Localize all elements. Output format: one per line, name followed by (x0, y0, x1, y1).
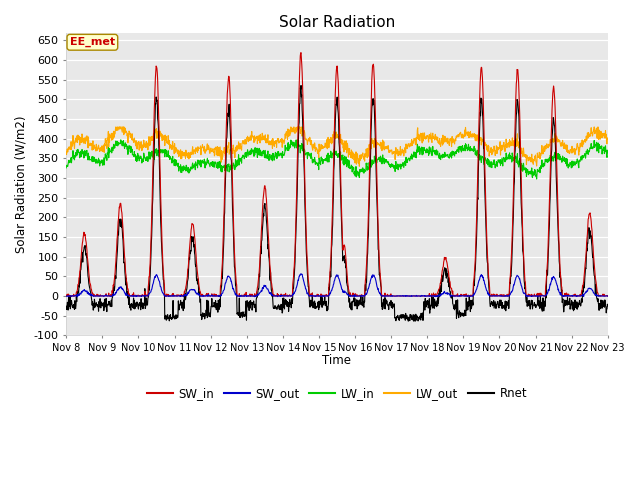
Y-axis label: Solar Radiation (W/m2): Solar Radiation (W/m2) (15, 115, 28, 252)
Legend: SW_in, SW_out, LW_in, LW_out, Rnet: SW_in, SW_out, LW_in, LW_out, Rnet (142, 383, 532, 405)
Title: Solar Radiation: Solar Radiation (279, 15, 395, 30)
Text: EE_met: EE_met (70, 37, 115, 48)
X-axis label: Time: Time (323, 354, 351, 367)
